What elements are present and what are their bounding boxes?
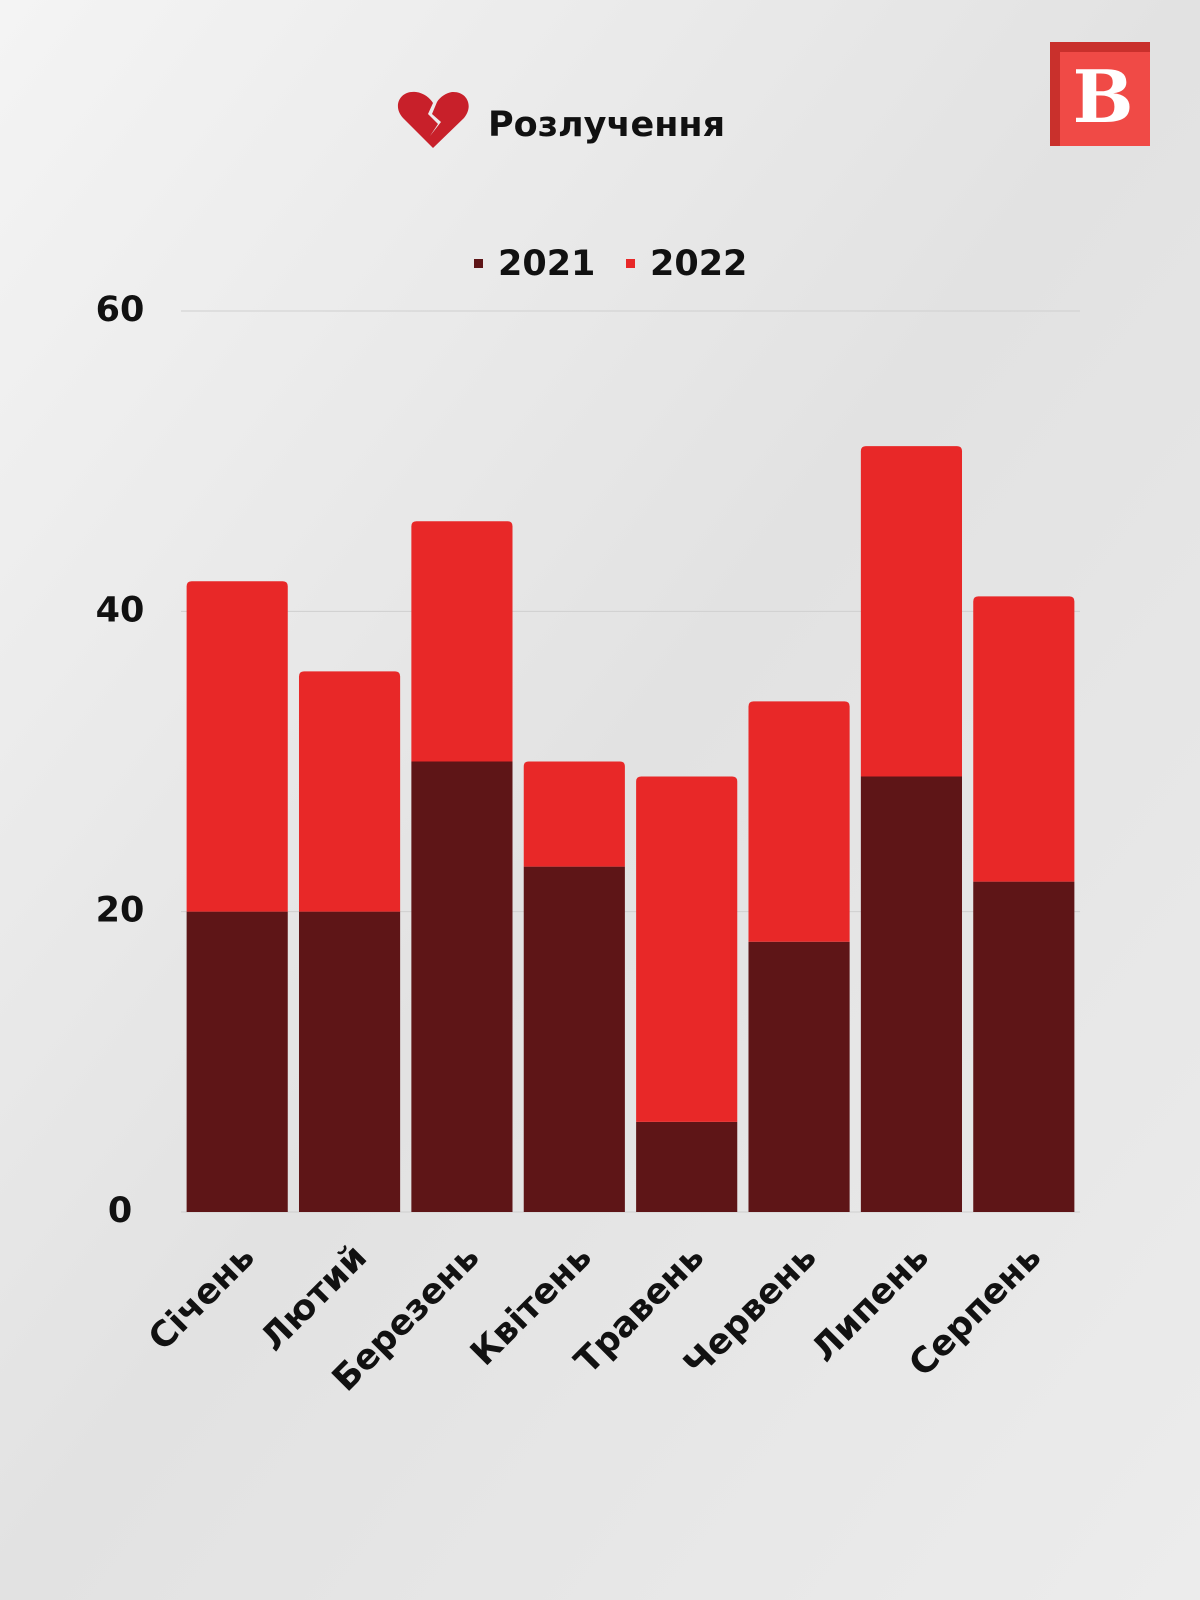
bar-segment — [973, 596, 1075, 882]
chart-title: Розлучення — [488, 105, 725, 145]
legend-swatch — [474, 259, 483, 268]
bar-segment — [636, 1121, 738, 1212]
bar-segment — [523, 866, 625, 1212]
legend-swatch — [626, 259, 635, 268]
bar-segment — [411, 521, 513, 762]
y-tick-label: 60 — [96, 290, 145, 330]
bar-segment — [523, 761, 625, 867]
logo: B — [1050, 42, 1150, 146]
bar-segment — [973, 881, 1075, 1212]
bar-segment — [298, 671, 401, 912]
bar-segment — [411, 761, 513, 1212]
y-tick-label: 40 — [96, 590, 145, 630]
bar-segment — [186, 911, 288, 1212]
svg-text:B: B — [1073, 54, 1134, 139]
bar-segment — [636, 776, 738, 1122]
bar-segment — [860, 446, 963, 777]
legend-label: 2021 — [498, 244, 595, 284]
bar-segment — [298, 911, 401, 1212]
heart-icon — [397, 91, 469, 148]
y-tick-label: 0 — [108, 1191, 132, 1231]
bar-segment — [860, 776, 963, 1212]
legend-label: 2022 — [650, 244, 747, 284]
bar-segment — [748, 701, 850, 942]
bar-segment — [186, 581, 288, 912]
bar-segment — [748, 941, 850, 1212]
y-tick-label: 20 — [96, 891, 145, 931]
